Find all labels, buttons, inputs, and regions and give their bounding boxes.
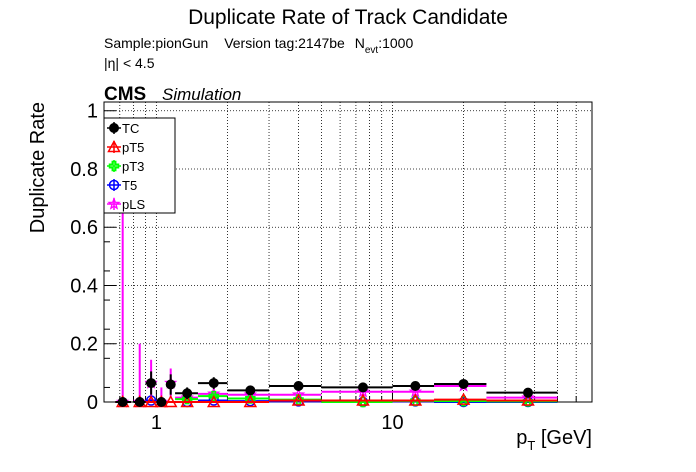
y-tick-label: 0.8: [70, 159, 98, 181]
legend-label: TC: [122, 121, 139, 136]
version-tag-label: Version tag:2147be: [224, 35, 345, 51]
data-point: [208, 378, 219, 389]
tick-labels: 1 10 0 0.2 0.4 0.6 0.8 1: [70, 101, 403, 434]
data-point: [458, 378, 469, 389]
nevt-value: :1000: [378, 35, 413, 51]
grid-lines: [103, 102, 593, 403]
data-point: [146, 378, 157, 389]
y-tick-label: 0.6: [70, 217, 98, 239]
eta-cut-label: |η| < 4.5: [104, 55, 155, 71]
x-axis-label: pT [GeV]: [516, 427, 592, 453]
data-point: [410, 380, 421, 391]
data-point: [357, 382, 368, 393]
data-point: [243, 394, 258, 408]
data-point: [182, 388, 193, 399]
y-tick-label: 0.2: [70, 334, 98, 356]
data-series: [115, 212, 558, 408]
simulation-label: Simulation: [162, 85, 241, 104]
data-point: [206, 394, 221, 408]
legend-label: pLS: [122, 197, 145, 212]
x-axis-label-unit: [GeV]: [535, 427, 592, 449]
legend-marker: [108, 160, 120, 172]
data-point: [293, 380, 304, 391]
data-point: [117, 397, 128, 407]
legend-label: pT5: [122, 140, 144, 155]
series-tc: [115, 371, 558, 407]
legend: TC pT5 pT3 T5 pLS: [103, 117, 176, 214]
y-axis-label: Duplicate Rate: [27, 102, 49, 233]
chart-title: Duplicate Rate of Track Candidate: [188, 6, 508, 29]
x-axis-label-main: p: [516, 427, 527, 449]
legend-marker: [109, 123, 119, 133]
legend-marker: [107, 196, 121, 210]
data-point: [291, 393, 306, 406]
axis-ticks: [103, 110, 593, 403]
y-tick-label: 0.4: [70, 275, 98, 297]
data-point: [165, 379, 176, 390]
legend-label: pT3: [122, 159, 144, 174]
data-point: [523, 387, 534, 398]
data-point: [245, 393, 256, 404]
sample-label: Sample:pionGun: [104, 35, 208, 51]
legend-marker: [107, 139, 121, 153]
series-pls: [115, 212, 558, 408]
data-point: [456, 392, 471, 405]
plot-frame: [103, 101, 593, 403]
y-tick-label: 0: [87, 392, 98, 414]
nevt-symbol: N: [355, 35, 365, 51]
data-point: [408, 393, 423, 406]
x-tick-label: 10: [381, 412, 403, 434]
data-point: [134, 397, 145, 407]
nevt-subscript: evt: [365, 45, 379, 56]
legend-marker: [108, 179, 120, 191]
y-tick-label: 1: [87, 101, 98, 123]
data-point: [245, 385, 256, 396]
data-point: [521, 393, 535, 406]
data-point: [163, 394, 178, 408]
info-line-1: Sample:pionGun Version tag:2147be Nevt:1…: [104, 35, 413, 56]
data-point: [356, 393, 370, 406]
legend-label: T5: [122, 178, 137, 193]
cms-label: CMS: [104, 84, 146, 105]
data-point: [156, 397, 167, 407]
data-point: [144, 394, 158, 408]
data-point: [180, 394, 194, 408]
x-tick-label: 1: [151, 412, 162, 434]
x-axis-label-sub: T: [527, 438, 535, 453]
